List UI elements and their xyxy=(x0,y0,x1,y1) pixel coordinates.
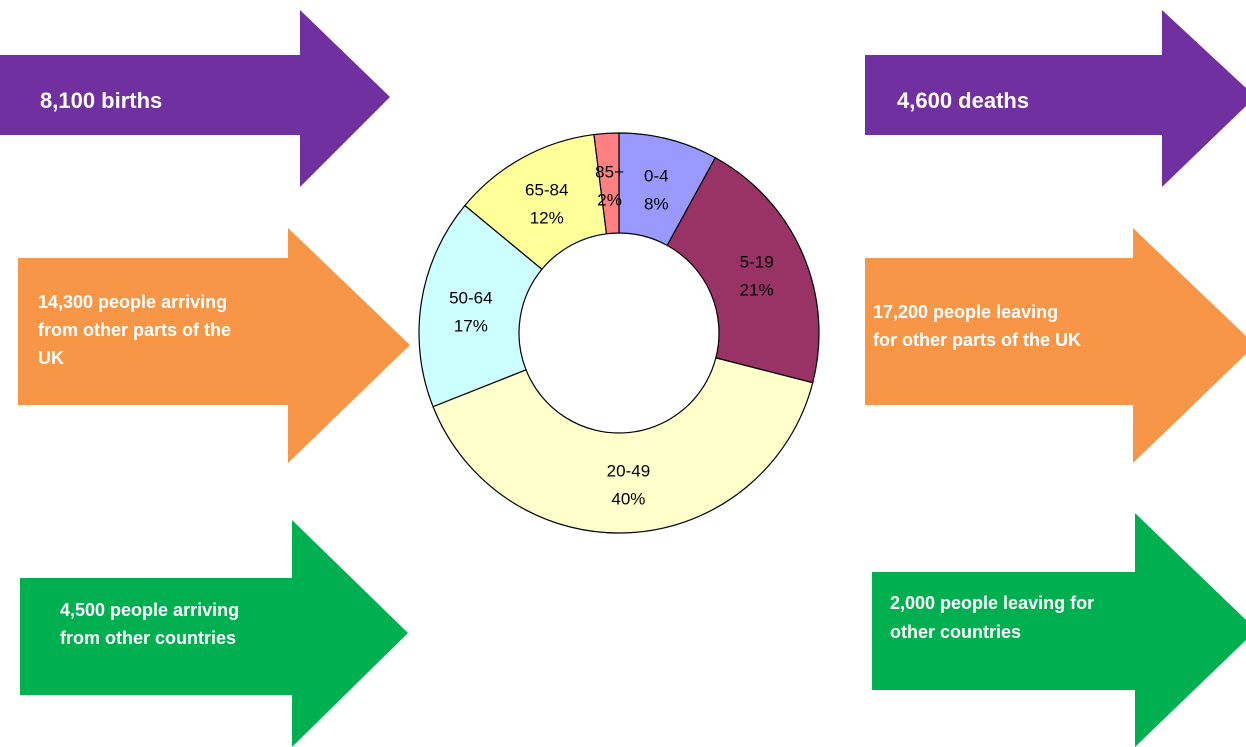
intl-out-arrow xyxy=(872,513,1246,747)
arrow-text: from other parts of the xyxy=(38,320,231,340)
arrow-text: 4,500 people arriving xyxy=(60,600,239,620)
uk-out-arrow xyxy=(865,228,1246,463)
slice-category: 85+ xyxy=(595,162,624,181)
deaths-arrow xyxy=(865,10,1246,187)
slice-category: 5-19 xyxy=(740,252,774,271)
arrow-text: 8,100 births xyxy=(40,88,162,113)
slice-value-label: 12% xyxy=(530,209,564,228)
slice-value-label: 8% xyxy=(644,195,669,214)
slice-value-label: 21% xyxy=(740,280,774,299)
donut-slice xyxy=(593,132,620,235)
slice-value-label: 17% xyxy=(454,317,488,336)
donut-slice xyxy=(432,357,814,534)
arrow-text: from other countries xyxy=(60,628,236,648)
donut-slice xyxy=(418,204,543,408)
arrow-text: UK xyxy=(38,348,64,368)
births-arrow xyxy=(0,10,390,187)
arrow-text: 2,000 people leaving for xyxy=(890,593,1094,613)
slice-category: 0-4 xyxy=(644,167,669,186)
slice-value-label: 40% xyxy=(611,490,645,509)
slice-category: 20-49 xyxy=(607,462,650,481)
arrow-text: other countries xyxy=(890,622,1021,642)
slice-category: 65-84 xyxy=(525,181,568,200)
donut-slice xyxy=(666,156,820,384)
arrow-text: 17,200 people leaving xyxy=(873,302,1058,322)
slice-value-label: 2% xyxy=(597,190,622,209)
arrow-text: for other parts of the UK xyxy=(873,330,1081,350)
intl-in-arrow xyxy=(20,520,408,747)
arrow-text: 14,300 people arriving xyxy=(38,292,227,312)
arrow-text: 4,600 deaths xyxy=(897,88,1029,113)
slice-category: 50-64 xyxy=(449,289,492,308)
donut: 0-4 8% 5-19 21% 20-49 40% 50-64 17% 65-84 12% 85+ 2… xyxy=(418,132,820,534)
uk-in-arrow xyxy=(18,228,410,463)
